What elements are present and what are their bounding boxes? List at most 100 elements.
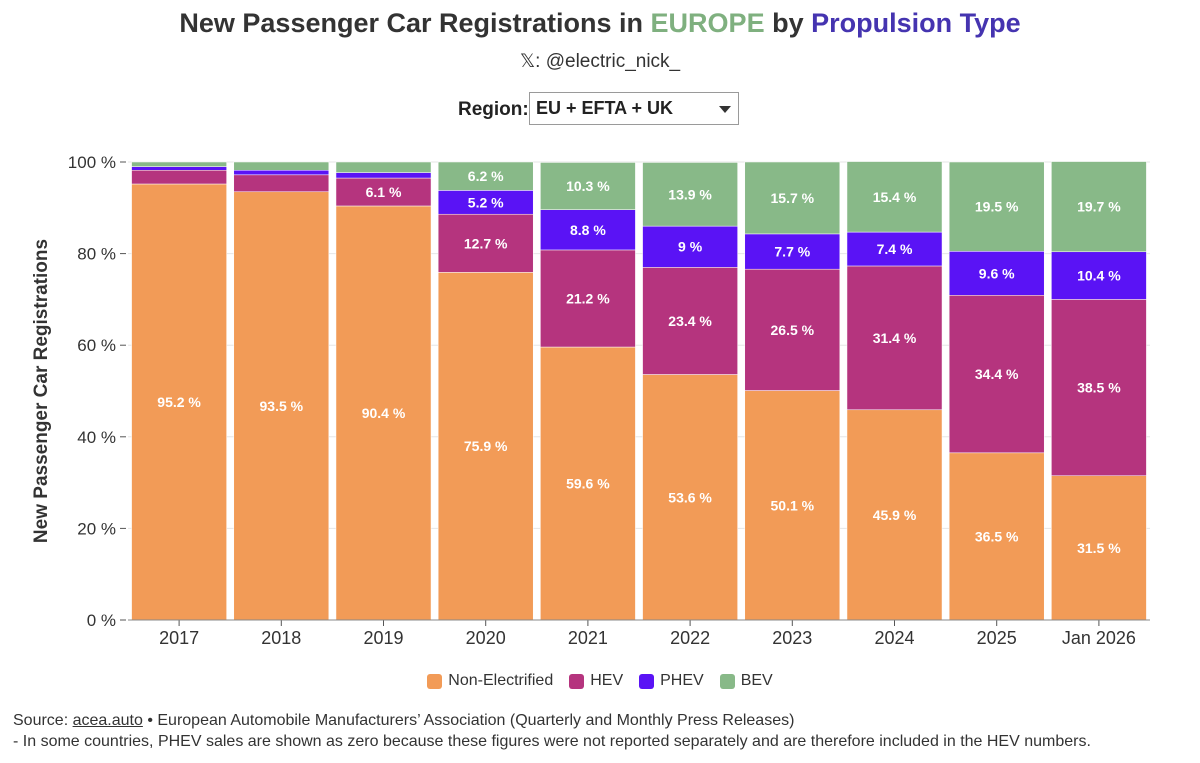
bar-bev-2021 <box>540 162 636 210</box>
data-label: 10.4 % <box>1077 268 1121 284</box>
data-label: 7.4 % <box>877 241 913 257</box>
bar-non-electrified-jan-2026 <box>1051 475 1147 621</box>
data-label: 93.5 % <box>260 398 304 414</box>
bar-non-electrified-2017 <box>131 183 227 621</box>
data-label: 90.4 % <box>362 405 406 421</box>
data-label: 15.7 % <box>771 190 815 206</box>
data-label: 9 % <box>678 239 703 255</box>
region-selected-value: EU + EFTA + UK <box>536 98 674 118</box>
data-label: 6.1 % <box>366 184 402 200</box>
stacked-bar-chart: 0 % 20 % 40 % 60 % 80 % 100 % New Passenger Ca… <box>31 153 1150 648</box>
bar-bev-jan-2026 <box>1051 161 1147 253</box>
bar-non-electrified-2020 <box>437 272 534 621</box>
source-link[interactable]: acea.auto <box>72 712 143 729</box>
data-label: 45.9 % <box>873 507 917 523</box>
x-tick-label: 2020 <box>466 628 506 648</box>
bar-bev-2023 <box>744 161 841 235</box>
data-label: 13.9 % <box>668 186 712 202</box>
chart-title: New Passenger Car Registrations in EUROP… <box>0 8 1200 39</box>
data-label: 53.6 % <box>668 489 712 505</box>
data-label: 36.5 % <box>975 528 1019 544</box>
legend-label: Non-Electrified <box>448 672 554 689</box>
data-label: 5.2 % <box>468 194 504 210</box>
bar-hev-2020 <box>437 213 534 273</box>
bar-non-electrified-2018 <box>233 191 330 621</box>
data-label: 59.6 % <box>566 476 610 492</box>
data-label: 9.6 % <box>979 265 1015 281</box>
data-label: 6.2 % <box>468 168 504 184</box>
x-tick-label: 2023 <box>772 628 812 648</box>
title-highlight-propulsion: Propulsion Type <box>811 8 1021 38</box>
source-note: Source: acea.auto • European Automobile … <box>13 710 1091 752</box>
bar-phev-2021 <box>540 209 636 251</box>
bar-bev-2017 <box>131 161 227 167</box>
bar-phev-2025 <box>948 251 1045 296</box>
y-tick-label: 80 % <box>77 245 116 264</box>
source-prefix: Source: <box>13 712 73 729</box>
legend-label: PHEV <box>660 672 704 689</box>
source-footnote: - In some countries, PHEV sales are show… <box>13 733 1091 750</box>
bar-hev-2023 <box>744 268 841 391</box>
title-part1: New Passenger Car Registrations in <box>179 8 651 38</box>
x-tick-label: 2021 <box>568 628 608 648</box>
bar-bev-2024 <box>846 161 943 233</box>
x-tick-label: 2019 <box>363 628 403 648</box>
y-tick-label: 40 % <box>77 428 116 447</box>
y-tick-label: 0 % <box>87 611 116 630</box>
region-dropdown[interactable]: EU + EFTA + UK <box>529 92 739 125</box>
legend-item-non-electrified[interactable]: Non-Electrified <box>427 672 553 690</box>
bar-phev-2024 <box>846 231 943 267</box>
data-label: 19.7 % <box>1077 199 1121 215</box>
y-tick-label: 60 % <box>77 336 116 355</box>
bar-phev-2022 <box>642 225 738 268</box>
y-axis-label: New Passenger Car Registrations <box>31 239 52 543</box>
data-label: 31.4 % <box>873 330 917 346</box>
bar-phev-jan-2026 <box>1051 251 1147 300</box>
data-label: 50.1 % <box>771 497 815 513</box>
legend-item-phev[interactable]: PHEV <box>639 672 704 690</box>
data-label: 95.2 % <box>157 394 201 410</box>
bar-non-electrified-2025 <box>948 452 1045 621</box>
legend-swatch <box>569 673 585 689</box>
bar-hev-2017 <box>131 169 227 185</box>
y-tick-label: 100 % <box>68 153 116 172</box>
legend-swatch <box>427 673 443 689</box>
chart-subtitle: 𝕏: @electric_nick_ <box>519 51 681 72</box>
bar-hev-2021 <box>540 249 636 348</box>
source-line: Source: acea.auto • European Automobile … <box>13 710 1091 731</box>
data-label: 21.2 % <box>566 290 610 306</box>
bar-hev-jan-2026 <box>1051 299 1147 476</box>
bar-non-electrified-2023 <box>744 390 841 621</box>
bar-phev-2018 <box>233 169 330 176</box>
legend-swatch <box>639 673 655 689</box>
data-label: 75.9 % <box>464 438 508 454</box>
data-label: 10.3 % <box>566 178 610 194</box>
bar-bev-2019 <box>335 161 432 173</box>
source-rest: • European Automobile Manufacturers’ Ass… <box>142 712 795 729</box>
y-tick-label: 20 % <box>77 519 116 538</box>
bar-phev-2017 <box>131 166 227 171</box>
bar-hev-2018 <box>233 174 330 193</box>
x-tick-label: 2024 <box>874 628 914 648</box>
x-tick-label: 2022 <box>670 628 710 648</box>
data-label: 38.5 % <box>1077 380 1121 396</box>
bar-non-electrified-2021 <box>540 346 636 621</box>
bar-hev-2022 <box>642 267 738 375</box>
bar-bev-2025 <box>948 161 1045 252</box>
data-label: 34.4 % <box>975 366 1019 382</box>
bar-hev-2025 <box>948 295 1045 454</box>
region-label: Region: <box>458 99 529 120</box>
bar-non-electrified-2024 <box>846 409 943 621</box>
chevron-down-icon <box>719 106 731 113</box>
legend-item-hev[interactable]: HEV <box>569 672 623 690</box>
legend-swatch <box>719 673 735 689</box>
bar-phev-2019 <box>335 172 432 179</box>
bar-hev-2019 <box>335 177 432 207</box>
bar-bev-2020 <box>437 161 534 191</box>
data-label: 8.8 % <box>570 222 606 238</box>
legend-item-bev[interactable]: BEV <box>719 672 773 690</box>
data-label: 26.5 % <box>771 322 815 338</box>
legend-label: HEV <box>590 672 624 689</box>
bar-bev-2018 <box>233 161 330 171</box>
data-label: 23.4 % <box>668 313 712 329</box>
